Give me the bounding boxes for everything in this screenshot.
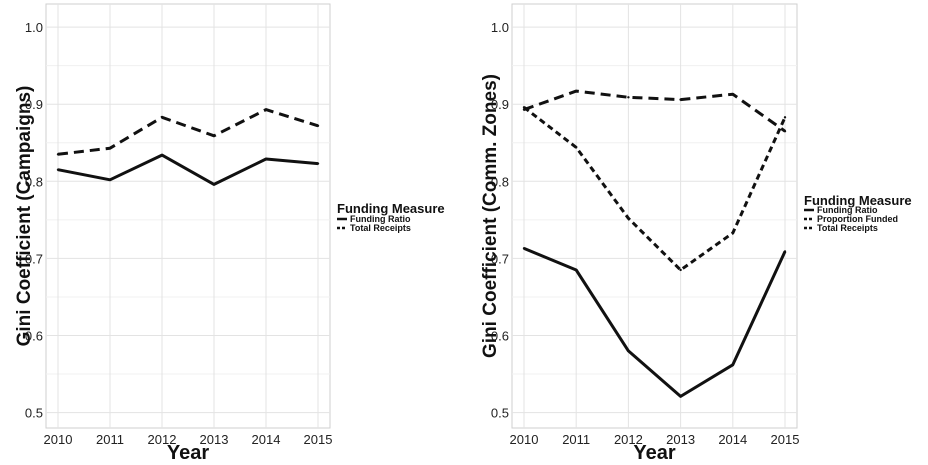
data-point xyxy=(731,92,734,96)
x-tick-label: 2015 xyxy=(304,432,333,447)
chart-panel-1: 0.5 0.6 0.7 0.8 0.9 1.0 2010 2011 2012 2013 2014 20… xyxy=(14,3,445,464)
data-point xyxy=(264,157,268,161)
series-line-funding-ratio xyxy=(57,153,319,186)
data-point xyxy=(783,130,787,133)
data-point xyxy=(627,96,630,99)
data-point xyxy=(160,153,164,157)
data-point xyxy=(627,349,630,353)
x-tick-label: 2015 xyxy=(771,432,800,447)
x-tick-label: 2013 xyxy=(666,432,695,447)
plot-area xyxy=(511,3,798,429)
legend-item-label: Funding Ratio xyxy=(817,205,878,215)
data-point xyxy=(575,268,578,272)
legend-item-label: Total Receipts xyxy=(350,223,411,233)
data-point xyxy=(160,116,164,119)
series-line-total-receipts xyxy=(523,89,786,133)
series-line-funding-ratio xyxy=(523,247,787,398)
y-tick-label: 0.6 xyxy=(491,328,509,343)
x-tick-label: 2012 xyxy=(148,432,177,447)
legend-title: Funding Measure xyxy=(337,201,445,216)
data-point xyxy=(108,178,112,181)
data-point xyxy=(522,108,526,111)
x-tick-label: 2014 xyxy=(252,432,281,447)
data-point xyxy=(212,183,216,186)
legend-item-label: Funding Ratio xyxy=(350,214,411,224)
legend-item-label: Proportion Funded xyxy=(817,214,898,224)
data-point xyxy=(783,250,787,253)
y-tick-label: 0.6 xyxy=(25,328,43,343)
y-tick-label: 0.8 xyxy=(25,174,43,189)
data-point xyxy=(56,168,60,171)
y-tick-label: 1.0 xyxy=(491,20,509,35)
data-point xyxy=(783,116,787,119)
legend-item-label: Total Receipts xyxy=(817,223,878,233)
x-tick-label: 2011 xyxy=(562,432,590,447)
legend-title: Funding Measure xyxy=(804,193,912,208)
data-point xyxy=(679,395,682,398)
data-point xyxy=(264,108,268,111)
data-point xyxy=(575,89,578,93)
data-point xyxy=(212,134,216,138)
x-tick-label: 2010 xyxy=(44,432,73,447)
data-point xyxy=(56,153,60,156)
x-tick-label: 2011 xyxy=(96,432,124,447)
x-tick-label: 2012 xyxy=(614,432,643,447)
x-tick-label: 2014 xyxy=(718,432,747,447)
plot-area xyxy=(45,3,331,429)
y-tick-label: 0.8 xyxy=(491,174,509,189)
data-point xyxy=(575,146,578,149)
y-axis-title: Gini Coefficient (Campaigns) xyxy=(14,86,35,347)
data-point xyxy=(731,231,734,235)
data-point xyxy=(522,247,526,250)
y-tick-label: 0.5 xyxy=(25,406,43,421)
data-point xyxy=(316,124,320,128)
y-tick-label: 0.9 xyxy=(491,97,509,112)
x-axis-title: Year xyxy=(633,442,675,464)
y-tick-label: 0.7 xyxy=(491,251,509,266)
data-point xyxy=(316,162,320,165)
data-point xyxy=(731,363,734,366)
chart-panel-2: 0.5 0.6 0.7 0.8 0.9 1.0 2010 2011 2012 2013 2014 20… xyxy=(480,3,912,464)
data-point xyxy=(679,268,682,272)
data-point xyxy=(679,98,682,101)
x-axis-title: Year xyxy=(167,442,209,464)
x-tick-label: 2013 xyxy=(200,432,229,447)
y-tick-label: 0.9 xyxy=(25,97,43,112)
data-point xyxy=(108,146,112,150)
data-point xyxy=(627,217,630,220)
y-axis-title: Gini Coefficient (Comm. Zones) xyxy=(480,74,501,358)
y-tick-label: 0.7 xyxy=(25,251,43,266)
y-tick-label: 0.5 xyxy=(491,406,509,421)
y-tick-label: 1.0 xyxy=(25,20,43,35)
x-tick-label: 2010 xyxy=(510,432,539,447)
series-line-proportion-funded xyxy=(523,106,787,272)
